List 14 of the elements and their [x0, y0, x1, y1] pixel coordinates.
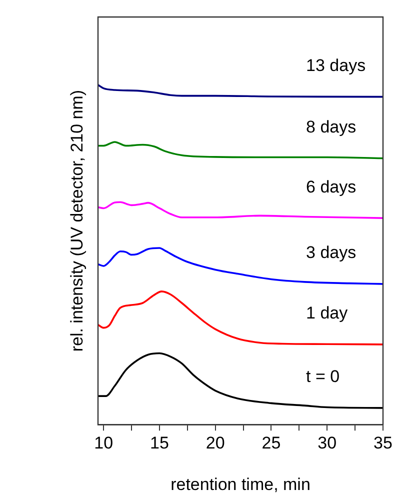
series-label: 8 days [306, 117, 356, 136]
series-label: t = 0 [306, 367, 340, 386]
x-tick-label: 25 [262, 433, 281, 452]
x-tick-label: 30 [318, 433, 337, 452]
x-tick-label: 10 [94, 433, 114, 452]
y-axis-title: rel. intensity (UV detector, 210 nm) [68, 90, 87, 352]
series-label: 13 days [306, 56, 366, 76]
x-tick-label: 15 [150, 433, 169, 452]
series-label: 1 day [306, 304, 348, 323]
x-tick-label: 35 [374, 433, 392, 452]
x-tick-label: 20 [206, 433, 225, 452]
series-label: 3 days [306, 243, 356, 262]
series-label: 6 days [306, 177, 356, 196]
x-axis-title: retention time, min [170, 475, 310, 494]
